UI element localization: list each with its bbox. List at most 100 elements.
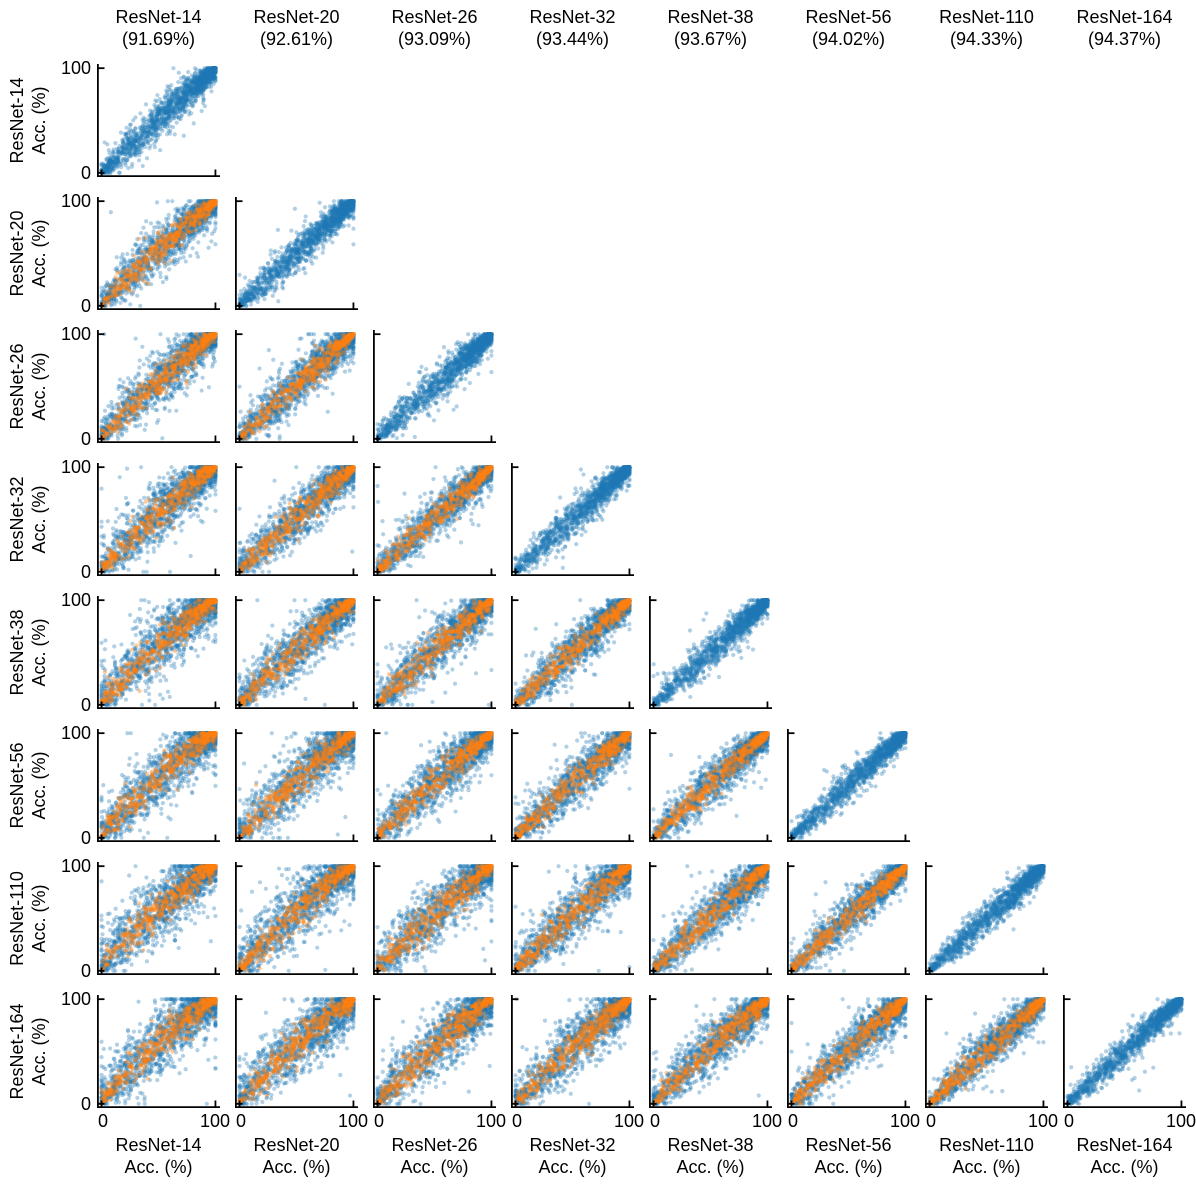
x-axis-label-resnet-38: ResNet-38 Acc. (%) bbox=[636, 1134, 786, 1178]
scatter-canvas bbox=[235, 729, 358, 842]
x-axis-label-model-name: ResNet-32 bbox=[529, 1135, 616, 1155]
row-label-resnet-14: ResNet-14 Acc. (%) bbox=[6, 64, 52, 177]
scatter-panel-resnet-56-vs-resnet-26 bbox=[373, 729, 496, 842]
scatter-panel-resnet-164-vs-resnet-32 bbox=[511, 995, 634, 1108]
row-label-resnet-26: ResNet-26 Acc. (%) bbox=[6, 330, 52, 443]
x-tick-label-100: 100 bbox=[889, 1111, 921, 1131]
x-axis-label-resnet-26: ResNet-26 Acc. (%) bbox=[360, 1134, 510, 1178]
scatter-panel-resnet-26-vs-resnet-14 bbox=[97, 330, 220, 443]
scatter-canvas bbox=[97, 729, 220, 842]
scatter-canvas bbox=[235, 596, 358, 709]
x-axis-label-model-name: ResNet-26 bbox=[391, 1135, 478, 1155]
x-tick-label-0: 0 bbox=[925, 1111, 936, 1131]
scatter-panel-resnet-56-vs-resnet-38 bbox=[649, 729, 772, 842]
x-axis-label-resnet-20: ResNet-20 Acc. (%) bbox=[222, 1134, 372, 1178]
y-tick-label-100: 100 bbox=[60, 324, 91, 344]
scatter-canvas bbox=[649, 995, 772, 1108]
scatter-panel-resnet-164-vs-resnet-14 bbox=[97, 995, 220, 1108]
column-header-resnet-26: ResNet-26 (93.09%) bbox=[360, 6, 510, 50]
column-header-model-name: ResNet-164 bbox=[1076, 7, 1173, 27]
column-header-model-name: ResNet-20 bbox=[253, 7, 340, 27]
scatter-canvas bbox=[373, 729, 496, 842]
scatter-panel-resnet-110-vs-resnet-38 bbox=[649, 862, 772, 975]
x-tick-label-100: 100 bbox=[1165, 1111, 1196, 1131]
scatter-canvas bbox=[373, 995, 496, 1108]
x-tick-label-0: 0 bbox=[787, 1111, 798, 1131]
row-label-acc-axis: Acc. (%) bbox=[29, 1017, 49, 1086]
row-label-model-name: ResNet-20 bbox=[7, 210, 27, 297]
row-label-acc-axis: Acc. (%) bbox=[29, 751, 49, 820]
y-tick-label-100: 100 bbox=[60, 723, 91, 743]
scatter-panel-resnet-32-vs-resnet-20 bbox=[235, 463, 358, 576]
scatter-canvas bbox=[925, 862, 1048, 975]
scatter-panel-resnet-20-vs-resnet-14 bbox=[97, 197, 220, 310]
x-tick-label-0: 0 bbox=[235, 1111, 246, 1131]
y-tick-label-100: 100 bbox=[60, 191, 91, 211]
y-tick-label-0: 0 bbox=[80, 429, 91, 449]
scatter-canvas bbox=[97, 64, 220, 177]
scatter-canvas bbox=[787, 729, 910, 842]
x-tick-label-0: 0 bbox=[511, 1111, 522, 1131]
scatter-panel-resnet-110-vs-resnet-56 bbox=[787, 862, 910, 975]
scatter-canvas bbox=[235, 197, 358, 310]
scatter-canvas bbox=[97, 197, 220, 310]
scatter-panel-resnet-38-vs-resnet-20 bbox=[235, 596, 358, 709]
scatter-panel-resnet-38-vs-resnet-14 bbox=[97, 596, 220, 709]
scatter-canvas bbox=[649, 596, 772, 709]
x-tick-label-100: 100 bbox=[337, 1111, 369, 1131]
row-label-acc-axis: Acc. (%) bbox=[29, 618, 49, 687]
scatter-panel-resnet-110-vs-resnet-26 bbox=[373, 862, 496, 975]
scatter-canvas bbox=[787, 862, 910, 975]
scatter-panel-resnet-32-vs-resnet-26 bbox=[373, 463, 496, 576]
scatter-canvas bbox=[511, 995, 634, 1108]
column-header-resnet-56: ResNet-56 (94.02%) bbox=[774, 6, 924, 50]
row-label-model-name: ResNet-110 bbox=[7, 871, 27, 966]
x-axis-label-acc-axis: Acc. (%) bbox=[814, 1157, 883, 1177]
scatter-panel-resnet-164-vs-resnet-56 bbox=[787, 995, 910, 1108]
x-axis-label-model-name: ResNet-14 bbox=[115, 1135, 202, 1155]
x-axis-label-resnet-14: ResNet-14 Acc. (%) bbox=[84, 1134, 234, 1178]
column-header-accuracy: (94.33%) bbox=[949, 29, 1024, 49]
x-axis-label-acc-axis: Acc. (%) bbox=[676, 1157, 745, 1177]
y-tick-label-0: 0 bbox=[80, 961, 91, 981]
x-tick-label-100: 100 bbox=[1027, 1111, 1059, 1131]
scatter-panel-resnet-110-vs-resnet-32 bbox=[511, 862, 634, 975]
scatter-panel-resnet-32-vs-resnet-32 bbox=[511, 463, 634, 576]
x-axis-label-acc-axis: Acc. (%) bbox=[262, 1157, 331, 1177]
column-header-accuracy: (93.09%) bbox=[397, 29, 472, 49]
column-header-accuracy: (93.44%) bbox=[535, 29, 610, 49]
x-tick-label-100: 100 bbox=[199, 1111, 231, 1131]
scatter-panel-resnet-56-vs-resnet-32 bbox=[511, 729, 634, 842]
scatter-panel-resnet-110-vs-resnet-14 bbox=[97, 862, 220, 975]
x-tick-label-0: 0 bbox=[97, 1111, 108, 1131]
x-tick-label-0: 0 bbox=[1063, 1111, 1074, 1131]
row-label-resnet-110: ResNet-110 Acc. (%) bbox=[6, 862, 52, 975]
x-axis-label-model-name: ResNet-20 bbox=[253, 1135, 340, 1155]
scatter-panel-resnet-164-vs-resnet-38 bbox=[649, 995, 772, 1108]
x-axis-label-resnet-110: ResNet-110 Acc. (%) bbox=[912, 1134, 1062, 1178]
row-label-acc-axis: Acc. (%) bbox=[29, 884, 49, 953]
row-label-resnet-20: ResNet-20 Acc. (%) bbox=[6, 197, 52, 310]
x-axis-label-model-name: ResNet-56 bbox=[805, 1135, 892, 1155]
scatter-canvas bbox=[511, 729, 634, 842]
scatter-canvas bbox=[373, 330, 496, 443]
column-header-model-name: ResNet-14 bbox=[115, 7, 202, 27]
row-label-model-name: ResNet-32 bbox=[7, 476, 27, 563]
scatter-canvas bbox=[97, 463, 220, 576]
row-label-model-name: ResNet-164 bbox=[7, 1003, 27, 1100]
scatter-panel-resnet-38-vs-resnet-26 bbox=[373, 596, 496, 709]
y-tick-label-100: 100 bbox=[60, 590, 91, 610]
y-tick-label-0: 0 bbox=[80, 1094, 91, 1114]
column-header-model-name: ResNet-26 bbox=[391, 7, 478, 27]
scatter-canvas bbox=[373, 862, 496, 975]
scatter-canvas bbox=[511, 596, 634, 709]
scatter-panel-resnet-32-vs-resnet-14 bbox=[97, 463, 220, 576]
scatter-panel-resnet-38-vs-resnet-32 bbox=[511, 596, 634, 709]
column-header-accuracy: (94.37%) bbox=[1087, 29, 1162, 49]
scatter-panel-resnet-14-vs-resnet-14 bbox=[97, 64, 220, 177]
y-tick-label-0: 0 bbox=[80, 828, 91, 848]
x-tick-label-100: 100 bbox=[475, 1111, 507, 1131]
scatter-canvas bbox=[649, 729, 772, 842]
scatter-panel-resnet-38-vs-resnet-38 bbox=[649, 596, 772, 709]
